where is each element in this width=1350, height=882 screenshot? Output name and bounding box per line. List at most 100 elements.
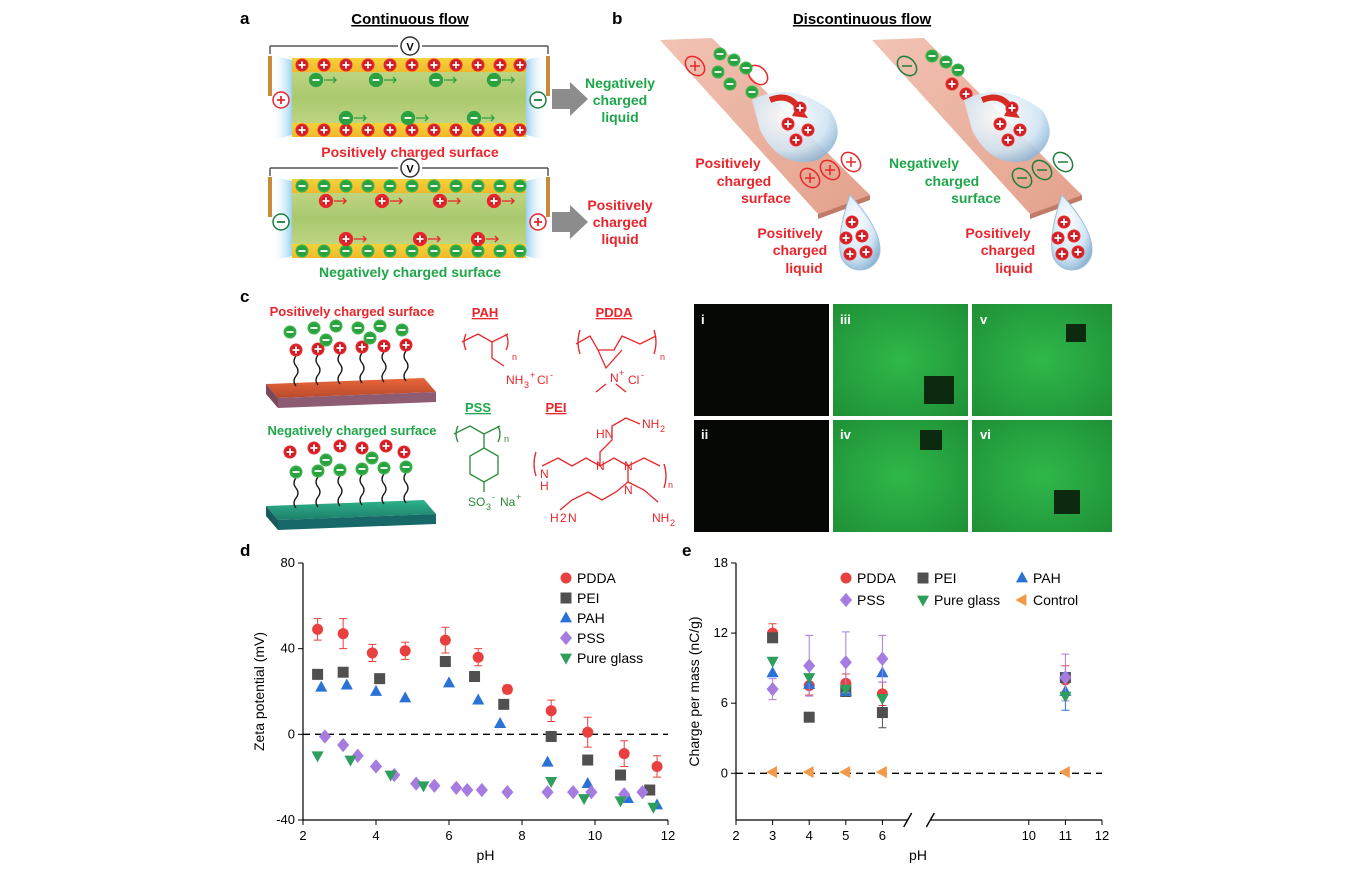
svg-text:-: -	[550, 370, 553, 380]
d-point-pure-glass	[614, 796, 627, 808]
svg-text:H: H	[550, 511, 559, 525]
e-xtick-label: 6	[879, 828, 886, 843]
e-point-pei	[876, 707, 888, 719]
e-legend-marker	[1015, 571, 1029, 583]
panel-b-label: b	[612, 9, 622, 28]
img-label-ii: ii	[701, 427, 708, 442]
d-point-pure-glass	[417, 781, 430, 793]
panel-b: b Discontinuous flow Positively	[612, 9, 1093, 276]
d-point-pdda	[582, 726, 594, 738]
pos-liquid-line3: liquid	[601, 231, 638, 247]
d-legend-label: PSS	[577, 630, 605, 646]
d-point-pure-glass	[311, 751, 324, 763]
d-point-pei	[545, 730, 557, 742]
e-point-control	[839, 766, 851, 779]
e-legend-marker	[1015, 593, 1027, 607]
b-left-surface-3: surface	[741, 190, 791, 206]
img-label-v: v	[980, 312, 988, 327]
svg-text:Cl: Cl	[537, 373, 548, 387]
c-pos-surface-label: Positively charged surface	[270, 304, 435, 319]
d-legend-label: PDDA	[577, 570, 617, 586]
svg-text:3: 3	[486, 502, 491, 512]
pah-label: PAH	[472, 305, 498, 320]
b-left-surface-2: charged	[717, 173, 771, 189]
svg-text:SO: SO	[468, 495, 485, 509]
e-ylabel: Charge per mass (nC/g)	[686, 616, 702, 766]
d-legend-marker	[559, 653, 573, 665]
e-legend-marker	[839, 592, 853, 608]
label-positively-charged-surface-a: Positively charged surface	[321, 144, 499, 160]
e-point-pure-glass	[876, 694, 889, 706]
e-ytick-label: 0	[721, 765, 728, 780]
img-label-iv: iv	[840, 427, 852, 442]
b-right-surface-2: charged	[925, 173, 979, 189]
d-legend-label: PAH	[577, 610, 605, 626]
d-legend-marker	[560, 572, 572, 584]
svg-text:n: n	[668, 480, 673, 490]
d-point-pdda	[399, 645, 411, 657]
d-point-pdda	[312, 623, 324, 635]
d-point-pure-glass	[344, 755, 357, 767]
d-point-pdda	[501, 683, 513, 695]
d-point-pure-glass	[647, 802, 660, 814]
e-xtick-label: 5	[842, 828, 849, 843]
svg-text:-: -	[641, 370, 644, 380]
img-label-i: i	[701, 312, 705, 327]
d-point-pss	[475, 782, 488, 798]
svg-text:NH: NH	[506, 373, 523, 387]
e-point-pss	[803, 658, 816, 673]
d-point-pss	[567, 785, 580, 800]
d-ytick-label: 40	[281, 641, 295, 656]
e-legend-label: Pure glass	[934, 592, 1000, 608]
left-plate: Positively charged surface Positively ch…	[660, 38, 881, 276]
neg-liquid-line2: charged	[593, 92, 647, 108]
d-xtick-label: 8	[518, 828, 525, 843]
d-point-pah	[442, 676, 456, 688]
d-point-pure-glass	[578, 794, 591, 806]
svg-text:NH: NH	[652, 511, 669, 525]
d-point-pss	[428, 778, 441, 793]
d-point-pei	[374, 673, 386, 685]
d-xtick-label: 6	[445, 828, 452, 843]
d-point-pss	[337, 737, 350, 753]
d-point-pei	[469, 671, 481, 683]
svg-text:2: 2	[660, 424, 665, 434]
e-xtick-label: 10	[1022, 828, 1036, 843]
mobile-anions	[308, 72, 515, 126]
d-point-pah	[369, 684, 383, 696]
svg-text:n: n	[504, 434, 509, 444]
svg-text:N: N	[624, 459, 633, 473]
panel-a: a Continuous flow V	[240, 9, 655, 280]
d-ytick-label: 0	[288, 726, 295, 741]
pdda-label: PDDA	[596, 305, 633, 320]
d-point-pss	[369, 759, 383, 774]
e-legend-label: PAH	[1033, 570, 1061, 586]
e-point-pure-glass	[803, 673, 816, 685]
c-neg-surface-label: Negatively charged surface	[267, 423, 436, 438]
d-point-pdda	[651, 760, 663, 772]
d-legend-marker	[559, 630, 573, 646]
e-point-pss	[839, 655, 852, 670]
b-right-surface-3: surface	[951, 190, 1001, 206]
pei-structure: PEI HN NH 2 N H N N N n H 2 N NH 2	[533, 400, 675, 528]
d-point-pah	[399, 691, 412, 703]
panel-e-label: e	[682, 541, 691, 560]
e-legend-marker	[840, 572, 852, 584]
svg-text:N: N	[540, 467, 549, 481]
e-point-control	[802, 766, 814, 779]
panel-a-title: Continuous flow	[351, 11, 469, 28]
d-point-pei	[615, 769, 627, 781]
e-point-pei	[803, 711, 815, 723]
pos-liquid-line1: Positively	[587, 197, 653, 213]
right-plate: Negatively charged surface Positively ch…	[872, 38, 1093, 276]
mobile-cations	[318, 193, 515, 247]
d-point-pei	[582, 754, 594, 766]
d-xtick-label: 4	[372, 828, 379, 843]
svg-text:2: 2	[670, 518, 675, 528]
d-point-pah	[315, 680, 328, 692]
e-xtick-label: 4	[806, 828, 813, 843]
pos-brush-surface	[266, 318, 436, 408]
e-xtick-label: 3	[769, 828, 776, 843]
e-legend-marker	[916, 595, 930, 607]
d-xtick-label: 12	[661, 828, 675, 843]
